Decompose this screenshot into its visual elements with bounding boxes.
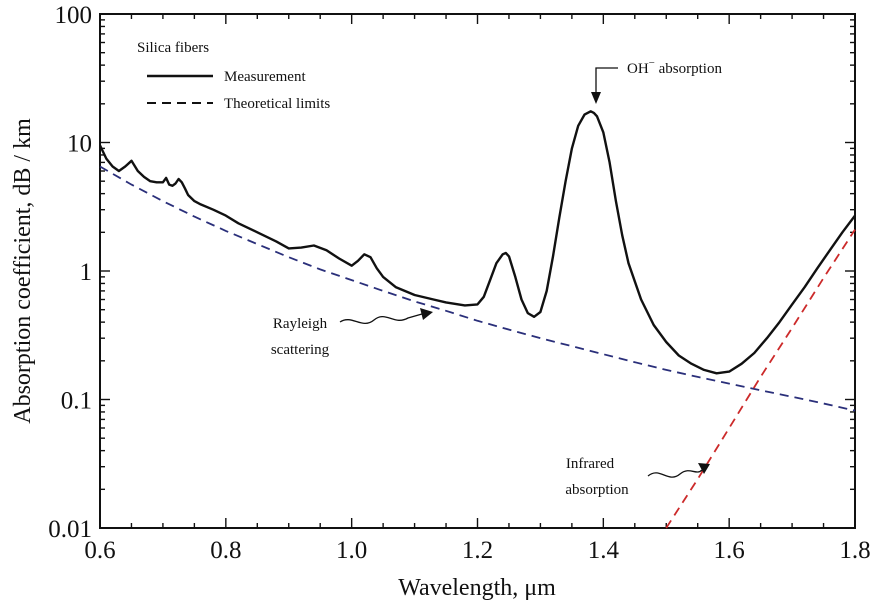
y-axis-ticks (100, 13, 855, 529)
rayleigh-arrow (339, 313, 423, 325)
infrared-arrow (647, 469, 703, 478)
x-axis-ticks (99, 14, 856, 528)
legend-label-measurement: Measurement (224, 69, 306, 85)
x-tick-label-1.0: 1.0 (336, 537, 367, 564)
oh-absorption-annotation: OH− absorption (591, 57, 722, 104)
x-tick-label-0.6: 0.6 (84, 537, 115, 564)
y-axis-label: Absorption coefficient, dB / km (10, 118, 36, 424)
x-tick-label-0.8: 0.8 (210, 537, 241, 564)
legend: Silica fibers Measurement Theoretical li… (137, 40, 330, 112)
x-tick-label-1.6: 1.6 (714, 537, 745, 564)
infrared-label-line1: Infrared (566, 456, 615, 472)
infrared-annotation: Infrared absorption (565, 456, 710, 498)
rayleigh-arrowhead (420, 308, 433, 320)
x-tick-label-1.4: 1.4 (588, 537, 620, 564)
y-tick-label-100: 100 (55, 2, 93, 29)
y-tick-label-0.1: 0.1 (61, 388, 92, 415)
x-tick-label-1.8: 1.8 (839, 537, 870, 564)
legend-title: Silica fibers (137, 40, 209, 56)
oh-absorption-label: OH− absorption (627, 57, 722, 77)
y-tick-label-1: 1 (80, 259, 93, 286)
series-line-infrared-absorption (665, 229, 856, 529)
rayleigh-label-line2: scattering (271, 342, 330, 358)
infrared-arrowhead (698, 463, 710, 474)
y-tick-label-0.01: 0.01 (48, 516, 92, 543)
rayleigh-label-line1: Rayleigh (273, 316, 328, 332)
infrared-label-line2: absorption (565, 482, 629, 498)
x-tick-label-1.2: 1.2 (462, 537, 493, 564)
rayleigh-annotation: Rayleigh scattering (271, 308, 433, 358)
oh-absorption-arrowhead (591, 92, 601, 104)
series-line-rayleigh-scattering (99, 165, 856, 412)
series-layer (98, 110, 856, 529)
x-axis-tick-labels: 0.6 0.8 1.0 1.2 1.4 1.6 1.8 (84, 537, 870, 564)
oh-absorption-arrow (595, 67, 618, 94)
y-tick-label-10: 10 (67, 131, 92, 158)
x-axis-label: Wavelength, μm (398, 575, 556, 601)
series-line-measurement (98, 110, 856, 375)
y-axis-tick-labels: 0.01 0.1 1 10 100 (48, 2, 92, 543)
legend-label-theoretical: Theoretical limits (224, 96, 330, 112)
plot-frame (99, 13, 856, 529)
